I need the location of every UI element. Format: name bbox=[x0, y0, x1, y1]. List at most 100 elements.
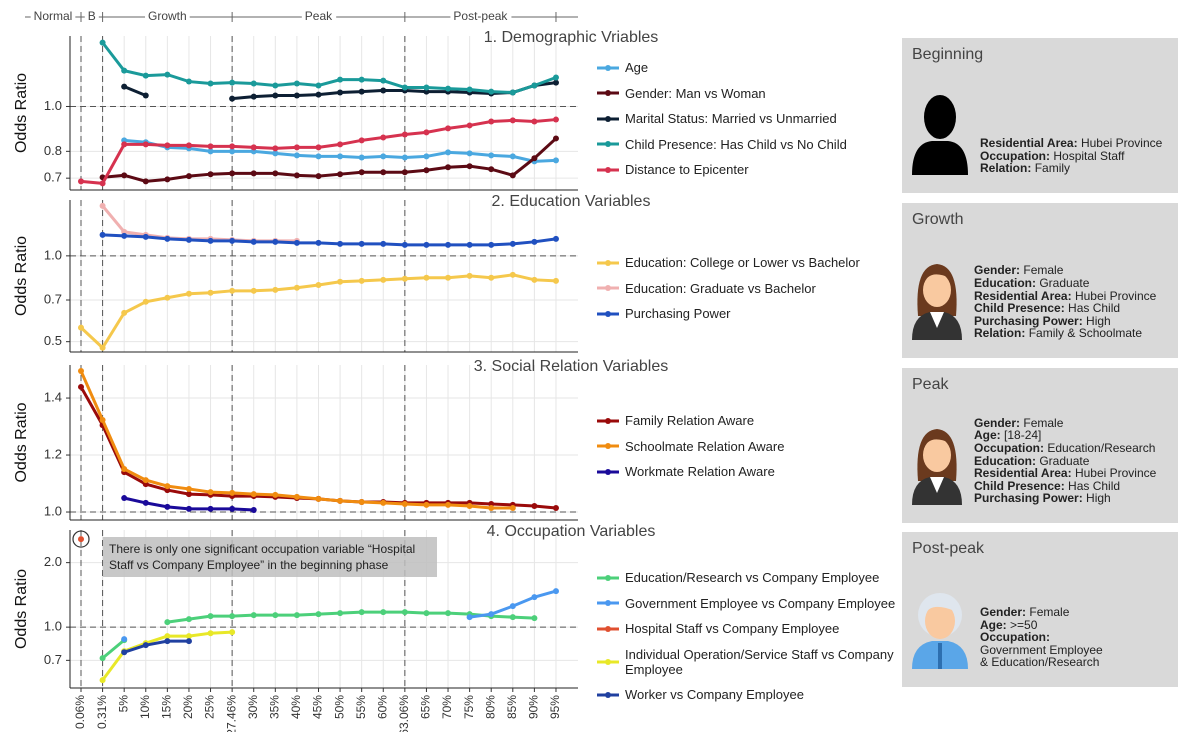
data-point bbox=[186, 173, 192, 179]
data-point bbox=[380, 241, 386, 247]
data-point bbox=[467, 163, 473, 169]
data-point bbox=[402, 154, 408, 160]
data-point bbox=[208, 81, 214, 87]
persona-attribute: Relation: Family & Schoolmate bbox=[974, 327, 1156, 340]
persona-body: Residential Area: Hubei ProvinceOccupati… bbox=[910, 91, 1162, 175]
data-point bbox=[359, 154, 365, 160]
persona-title: Beginning bbox=[912, 46, 1168, 64]
attribute-value: & Education/Research bbox=[980, 656, 1103, 669]
data-point bbox=[100, 203, 106, 209]
legend-swatch bbox=[597, 690, 619, 700]
data-point bbox=[510, 603, 516, 609]
data-point bbox=[100, 40, 106, 46]
x-tick-label: 75% bbox=[462, 695, 476, 719]
y-tick-label: 1.0 bbox=[44, 247, 62, 262]
data-point bbox=[380, 169, 386, 175]
data-point bbox=[510, 272, 516, 278]
legend-label: Schoolmate Relation Aware bbox=[625, 439, 784, 454]
legend-swatch bbox=[597, 624, 619, 634]
data-point bbox=[208, 506, 214, 512]
data-point bbox=[467, 242, 473, 248]
data-point bbox=[208, 630, 214, 636]
data-point bbox=[467, 150, 473, 156]
data-point bbox=[294, 240, 300, 246]
data-point bbox=[380, 609, 386, 615]
y-tick-label: 1.2 bbox=[44, 446, 62, 461]
data-point bbox=[272, 239, 278, 245]
data-point bbox=[164, 619, 170, 625]
data-point bbox=[359, 499, 365, 505]
legend-swatch bbox=[597, 283, 619, 293]
data-point bbox=[402, 276, 408, 282]
legend-swatch bbox=[597, 139, 619, 149]
data-point bbox=[445, 275, 451, 281]
persona-title: Peak bbox=[912, 376, 1168, 394]
data-point bbox=[488, 89, 494, 95]
data-point bbox=[229, 629, 235, 635]
data-point bbox=[251, 612, 257, 618]
data-point bbox=[315, 611, 321, 617]
data-point bbox=[143, 234, 149, 240]
data-point bbox=[143, 73, 149, 79]
legend-item: Education/Research vs Company Employee bbox=[597, 570, 905, 585]
data-point bbox=[510, 614, 516, 620]
data-point bbox=[272, 93, 278, 99]
data-point bbox=[251, 81, 257, 87]
data-point bbox=[380, 78, 386, 84]
data-point bbox=[208, 143, 214, 149]
series-line bbox=[103, 235, 556, 245]
data-point bbox=[510, 505, 516, 511]
x-tick-label: 50% bbox=[332, 695, 346, 719]
data-point bbox=[251, 288, 257, 294]
data-point bbox=[186, 638, 192, 644]
data-point bbox=[337, 171, 343, 177]
data-point bbox=[531, 155, 537, 161]
data-point bbox=[553, 505, 559, 511]
attribute-value: Family & Schoolmate bbox=[1029, 326, 1142, 340]
data-point bbox=[445, 125, 451, 131]
persona-attributes: Gender: FemaleAge: [18-24]Occupation: Ed… bbox=[974, 417, 1156, 505]
data-point bbox=[531, 615, 537, 621]
data-point bbox=[553, 75, 559, 81]
legend-swatch bbox=[597, 309, 619, 319]
data-point bbox=[337, 279, 343, 285]
data-point bbox=[143, 299, 149, 305]
data-point bbox=[445, 610, 451, 616]
legend-swatch bbox=[597, 416, 619, 426]
data-point bbox=[359, 278, 365, 284]
data-point bbox=[186, 491, 192, 497]
legend: AgeGender: Man vs WomanMarital Status: M… bbox=[597, 60, 847, 177]
legend-swatch bbox=[597, 114, 619, 124]
y-axis-label: Odds Ratio bbox=[13, 402, 30, 482]
data-point bbox=[78, 384, 84, 390]
data-point bbox=[445, 86, 451, 92]
y-tick-label: 0.7 bbox=[44, 170, 62, 185]
attribute-key: Relation: bbox=[980, 161, 1031, 175]
data-point bbox=[229, 170, 235, 176]
data-point bbox=[423, 242, 429, 248]
x-tick-label: 35% bbox=[267, 695, 281, 719]
data-point bbox=[100, 232, 106, 238]
legend-swatch bbox=[597, 88, 619, 98]
panel-title: 4. Occupation Variables bbox=[487, 523, 656, 540]
data-point bbox=[337, 141, 343, 147]
x-tick-label: 65% bbox=[419, 695, 433, 719]
data-point bbox=[272, 83, 278, 89]
data-point bbox=[294, 81, 300, 87]
data-point bbox=[510, 117, 516, 123]
data-point bbox=[143, 477, 149, 483]
data-point bbox=[251, 170, 257, 176]
data-point bbox=[272, 287, 278, 293]
data-point bbox=[229, 238, 235, 244]
data-point bbox=[488, 505, 494, 511]
data-point bbox=[510, 172, 516, 178]
data-point bbox=[272, 145, 278, 151]
x-tick-label: 10% bbox=[138, 695, 152, 719]
legend-swatch bbox=[597, 573, 619, 583]
annotation: There is only one significant occupation… bbox=[103, 537, 437, 577]
data-point bbox=[100, 417, 106, 423]
data-point bbox=[315, 92, 321, 98]
panel-title: 2. Education Variables bbox=[492, 193, 651, 210]
data-point bbox=[100, 180, 106, 186]
data-point bbox=[337, 498, 343, 504]
